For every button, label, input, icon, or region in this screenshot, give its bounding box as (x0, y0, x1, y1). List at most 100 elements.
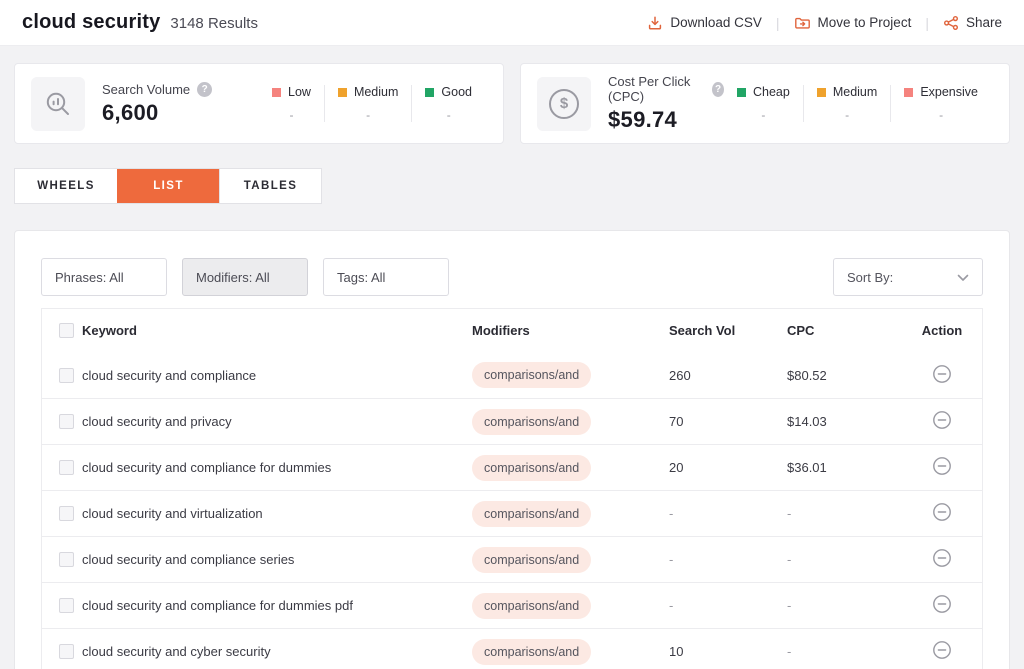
legend-label: Good (441, 85, 472, 99)
keyword-table: Keyword Modifiers Search Vol CPC Action … (41, 308, 983, 669)
share-label: Share (966, 15, 1002, 30)
tags-filter-label: Tags: All (337, 270, 385, 285)
action-cell (902, 502, 982, 525)
table-row: cloud security and compliance comparison… (42, 352, 982, 398)
table-header-row: Keyword Modifiers Search Vol CPC Action (42, 309, 982, 352)
cpc-value: $59.74 (608, 107, 724, 133)
metric-cards: Search Volume ? 6,600 Low - Me (14, 63, 1010, 144)
modifiers-filter[interactable]: Modifiers: All (182, 258, 308, 296)
share-button[interactable]: Share (943, 15, 1002, 31)
row-checkbox[interactable] (59, 414, 74, 429)
legend-label: Low (288, 85, 311, 99)
table-body: cloud security and compliance comparison… (42, 352, 982, 669)
keyword-cell: cloud security and compliance for dummie… (82, 598, 472, 613)
sort-by-dropdown[interactable]: Sort By: (833, 258, 983, 296)
search-vol-cell: 260 (669, 368, 787, 383)
modifier-pill[interactable]: comparisons/and (472, 501, 591, 527)
modifier-pill[interactable]: comparisons/and (472, 593, 591, 619)
modifier-pill[interactable]: comparisons/and (472, 639, 591, 665)
cpc-cell: - (787, 552, 902, 567)
table-row: cloud security and compliance for dummie… (42, 444, 982, 490)
folder-move-icon (794, 15, 811, 31)
modifier-cell: comparisons/and (472, 639, 669, 665)
legend-label: Medium (833, 85, 877, 99)
col-cpc: CPC (787, 323, 902, 338)
remove-keyword-button[interactable] (932, 456, 952, 476)
remove-keyword-button[interactable] (932, 594, 952, 614)
action-cell (902, 594, 982, 617)
legend-color-square (425, 88, 434, 97)
remove-keyword-button[interactable] (932, 502, 952, 522)
view-tab[interactable]: WHEELS (15, 169, 117, 203)
row-checkbox[interactable] (59, 460, 74, 475)
view-tab[interactable]: TABLES (219, 169, 321, 203)
legend-color-square (737, 88, 746, 97)
modifier-pill[interactable]: comparisons/and (472, 455, 591, 481)
remove-keyword-button[interactable] (932, 640, 952, 660)
legend-label: Cheap (753, 85, 790, 99)
keyword-cell: cloud security and compliance for dummie… (82, 460, 472, 475)
row-checkbox[interactable] (59, 552, 74, 567)
action-separator: | (776, 15, 780, 31)
search-vol-cell: - (669, 506, 787, 521)
col-modifiers: Modifiers (472, 323, 669, 338)
remove-keyword-button[interactable] (932, 410, 952, 430)
legend-value: - (817, 108, 877, 122)
row-checkbox[interactable] (59, 506, 74, 521)
download-csv-label: Download CSV (670, 15, 762, 30)
legend-value: - (737, 108, 790, 122)
legend-value: - (425, 108, 472, 122)
cpc-cell: $80.52 (787, 368, 902, 383)
table-row: cloud security and compliance for dummie… (42, 582, 982, 628)
action-cell (902, 410, 982, 433)
search-vol-cell: - (669, 598, 787, 613)
legend-item: Medium - (324, 85, 411, 122)
download-csv-button[interactable]: Download CSV (647, 15, 762, 31)
move-to-project-button[interactable]: Move to Project (794, 15, 912, 31)
legend-label: Medium (354, 85, 398, 99)
results-panel: Phrases: All Modifiers: All Tags: All So… (14, 230, 1010, 669)
legend-color-square (272, 88, 281, 97)
tab-label: WHEELS (37, 180, 95, 192)
search-volume-legend: Low - Medium - Good (259, 85, 485, 122)
action-cell (902, 548, 982, 571)
action-cell (902, 456, 982, 479)
search-volume-card: Search Volume ? 6,600 Low - Me (14, 63, 504, 144)
row-checkbox[interactable] (59, 598, 74, 613)
legend-item: Cheap - (724, 85, 803, 122)
cpc-label: Cost Per Click (CPC) (608, 74, 705, 104)
col-action: Action (902, 323, 982, 338)
help-icon[interactable]: ? (712, 82, 724, 97)
search-vol-cell: 20 (669, 460, 787, 475)
remove-keyword-button[interactable] (932, 548, 952, 568)
view-tab[interactable]: LIST (117, 169, 219, 203)
table-row: cloud security and virtualization compar… (42, 490, 982, 536)
phrases-filter[interactable]: Phrases: All (41, 258, 167, 296)
download-icon (647, 15, 663, 31)
tags-filter[interactable]: Tags: All (323, 258, 449, 296)
tab-label: LIST (153, 180, 184, 192)
share-icon (943, 15, 959, 31)
cpc-cell: - (787, 598, 902, 613)
filter-row: Phrases: All Modifiers: All Tags: All So… (41, 258, 983, 296)
legend-item: Medium - (803, 85, 890, 122)
row-checkbox[interactable] (59, 644, 74, 659)
search-volume-main: Search Volume ? 6,600 (102, 82, 212, 126)
remove-keyword-button[interactable] (932, 364, 952, 384)
legend-label: Expensive (920, 85, 978, 99)
modifier-cell: comparisons/and (472, 362, 669, 388)
top-bar: cloud security 3148 Results Download CSV… (0, 0, 1024, 46)
modifier-pill[interactable]: comparisons/and (472, 547, 591, 573)
select-all-checkbox[interactable] (59, 323, 74, 338)
modifier-cell: comparisons/and (472, 547, 669, 573)
modifiers-filter-label: Modifiers: All (196, 270, 270, 285)
phrases-filter-label: Phrases: All (55, 270, 124, 285)
modifier-pill[interactable]: comparisons/and (472, 409, 591, 435)
legend-value: - (904, 108, 978, 122)
help-icon[interactable]: ? (197, 82, 212, 97)
row-checkbox[interactable] (59, 368, 74, 383)
action-cell (902, 640, 982, 663)
legend-item: Good - (411, 85, 485, 122)
modifier-pill[interactable]: comparisons/and (472, 362, 591, 388)
legend-color-square (817, 88, 826, 97)
